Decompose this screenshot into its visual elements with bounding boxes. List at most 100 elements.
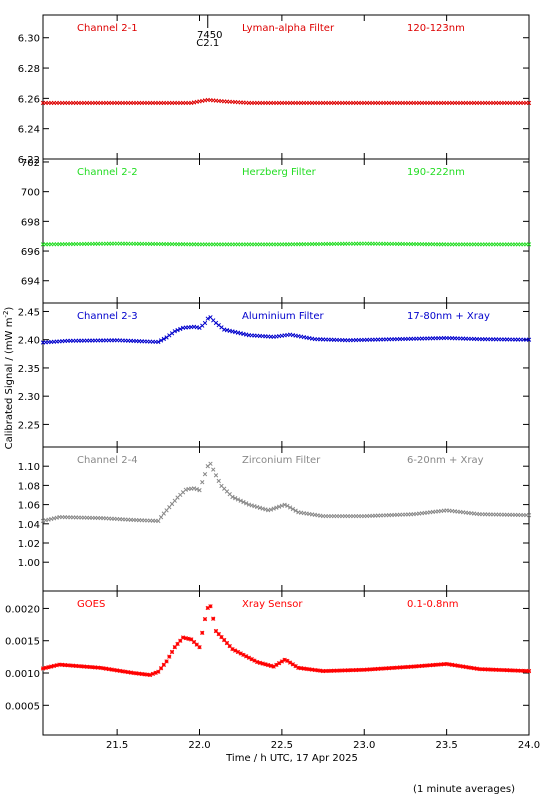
data-point [315, 668, 320, 673]
data-point [471, 666, 477, 671]
data-point [463, 664, 469, 670]
data-point [504, 668, 510, 673]
y-tick-label: 0.0020 [5, 604, 40, 615]
data-point [441, 662, 447, 667]
data-point [414, 664, 419, 669]
data-point [191, 639, 197, 645]
data-point [230, 494, 235, 500]
data-point [331, 668, 337, 673]
data-point [268, 663, 274, 668]
panel-label: 190-222nm [407, 167, 465, 178]
y-tick-label: 6.30 [18, 34, 40, 45]
data-point [384, 666, 389, 671]
data-point [438, 662, 444, 667]
panel-label: Aluminium Filter [242, 311, 325, 322]
panel-label: Lyman-alpha Filter [242, 23, 335, 34]
data-point [518, 668, 523, 673]
data-point [213, 473, 219, 478]
data-point [455, 663, 460, 668]
data-point [521, 668, 526, 674]
data-point [43, 665, 48, 670]
data-point [460, 664, 466, 669]
panel-label: 120-123nm [407, 23, 465, 34]
data-point [356, 667, 361, 673]
series-1 [40, 97, 532, 106]
data-point [411, 664, 416, 669]
data-point [444, 661, 449, 667]
data-point [158, 338, 164, 343]
data-point [172, 645, 177, 650]
data-point [233, 648, 238, 653]
data-point [268, 507, 274, 512]
data-point [205, 605, 210, 611]
data-point [158, 515, 164, 520]
data-point [293, 663, 298, 669]
panel-label: 17-80nm + Xray [407, 311, 490, 322]
data-point [526, 100, 532, 106]
data-point [287, 660, 293, 665]
data-point [208, 461, 213, 466]
data-point [274, 505, 279, 510]
panel-frame [42, 14, 530, 160]
data-point [474, 666, 479, 671]
data-point [194, 486, 199, 492]
data-point [373, 666, 378, 672]
data-point [488, 667, 493, 672]
data-point [515, 668, 521, 673]
panel-label: 0.1-0.8nm [407, 599, 459, 610]
y-tick-label: 0.0005 [5, 701, 40, 712]
panel-label: Channel 2-4 [77, 455, 138, 466]
y-tick-label: 2.45 [18, 307, 40, 318]
data-point [142, 672, 147, 677]
data-point [342, 668, 348, 673]
data-point [134, 671, 139, 676]
data-point [82, 664, 87, 669]
panel-frame [42, 590, 530, 736]
y-tick-label: 1.08 [18, 481, 40, 492]
data-point [287, 505, 293, 510]
data-point [469, 665, 474, 670]
data-point [282, 657, 287, 662]
y-tick-label: 1.04 [18, 520, 40, 531]
data-point [180, 635, 186, 640]
data-point [524, 668, 529, 674]
data-point [282, 502, 287, 507]
data-point [477, 666, 482, 672]
data-point [326, 668, 331, 674]
data-point [449, 662, 455, 667]
data-point [318, 668, 323, 673]
data-point [309, 667, 315, 672]
data-point [386, 666, 392, 671]
data-point [131, 670, 136, 676]
series-4 [40, 461, 532, 524]
data-point [136, 671, 142, 676]
data-point [433, 662, 438, 667]
data-point [430, 662, 436, 668]
x-tick-label: 22.5 [271, 740, 293, 751]
data-point [213, 628, 219, 634]
data-point [271, 506, 276, 511]
data-point [123, 669, 128, 674]
data-point [40, 666, 46, 671]
data-point [499, 667, 504, 673]
data-point [46, 665, 51, 670]
y-tick-label: 698 [21, 217, 40, 228]
data-point [507, 668, 512, 673]
data-point [68, 663, 73, 668]
data-point [216, 631, 221, 637]
data-point [200, 480, 205, 485]
data-point [348, 668, 353, 673]
data-point [98, 665, 103, 670]
y-axis-title: Calibrated Signal / (mW m-2) [2, 307, 15, 450]
panel-label: Channel 2-1 [77, 23, 138, 34]
data-point [224, 640, 230, 646]
data-point [84, 664, 90, 669]
panel-label: Channel 2-3 [77, 311, 138, 322]
data-point [128, 670, 134, 675]
data-point [62, 662, 68, 668]
y-tick-label: 2.30 [18, 392, 40, 403]
data-point [227, 643, 232, 649]
data-point [496, 667, 501, 673]
data-point [370, 667, 375, 672]
event-marker-region: 7450 [197, 30, 222, 41]
